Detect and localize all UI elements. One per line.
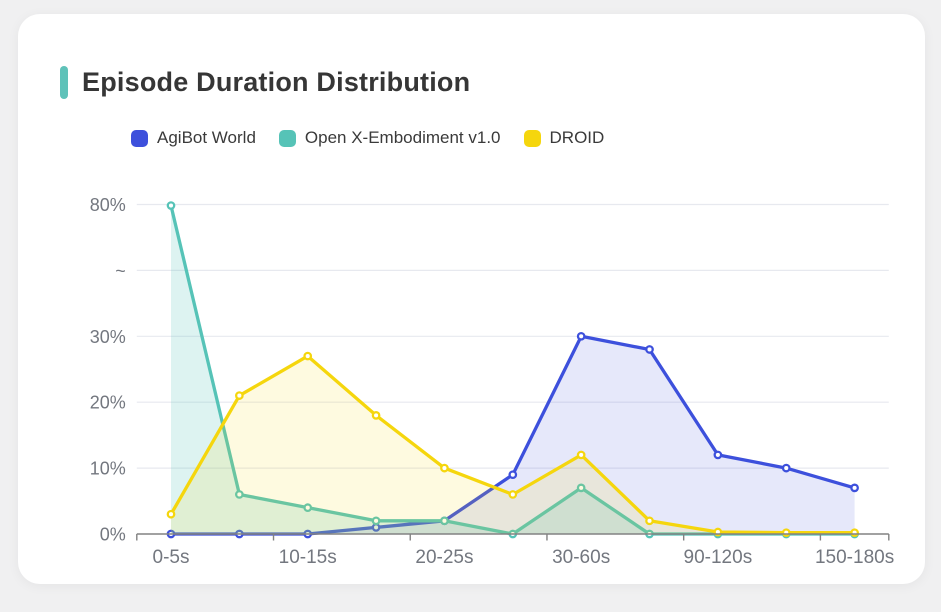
data-point-agibot-world[interactable]: [508, 470, 518, 480]
data-point-droid[interactable]: [235, 391, 244, 400]
data-point-droid[interactable]: [781, 528, 791, 538]
x-axis-label: 0-5s: [153, 547, 190, 568]
x-axis-label: 150-180s: [815, 547, 894, 568]
data-point-droid[interactable]: [303, 351, 313, 361]
series-area-droid: [171, 356, 855, 534]
data-point-open-x-embodiment-v1-0[interactable]: [235, 490, 244, 499]
chart-legend: AgiBot World Open X-Embodiment v1.0 DROI…: [131, 128, 604, 148]
legend-item-droid[interactable]: DROID: [523, 128, 605, 148]
chart-card: Episode Duration Distribution AgiBot Wor…: [18, 14, 925, 584]
legend-item-open-x-embodiment[interactable]: Open X-Embodiment v1.0: [278, 128, 501, 148]
x-axis-label: 20-25s: [415, 547, 473, 568]
title-accent-bar: [60, 66, 68, 99]
legend-swatch-icon: [523, 129, 541, 147]
x-axis-label: 10-15s: [279, 547, 337, 568]
x-axis-label: 90-120s: [684, 547, 753, 568]
series-area-open-x-embodiment-v1-0: [171, 205, 855, 534]
episode-duration-chart: 0% 10% 20% 30% ~80% 0-5s 10-15s 20-25s 30-60s 90-…: [90, 195, 894, 568]
y-axis-label: 20%: [90, 393, 126, 413]
data-point-droid[interactable]: [645, 516, 654, 526]
data-point-open-x-embodiment-v1-0[interactable]: [303, 503, 313, 512]
data-point-open-x-embodiment-v1-0[interactable]: [166, 201, 176, 210]
y-axis-label: 10%: [90, 459, 126, 479]
data-point-droid[interactable]: [371, 411, 381, 420]
data-point-droid[interactable]: [166, 509, 176, 519]
y-axis-label: 80%: [90, 195, 126, 215]
data-point-agibot-world[interactable]: [645, 345, 654, 354]
y-axis-label: 0%: [100, 525, 126, 545]
data-point-droid[interactable]: [508, 490, 518, 499]
legend-item-agibot-world[interactable]: AgiBot World: [131, 128, 256, 148]
data-point-droid[interactable]: [576, 450, 586, 460]
title-row: Episode Duration Distribution: [60, 66, 470, 99]
legend-label: Open X-Embodiment v1.0: [304, 128, 501, 147]
data-point-open-x-embodiment-v1-0[interactable]: [371, 516, 381, 526]
series-area-agibot-world: [171, 336, 855, 534]
legend-swatch-icon: [278, 129, 296, 147]
data-point-agibot-world[interactable]: [713, 450, 723, 460]
x-axis-label: 30-60s: [552, 547, 610, 568]
data-point-agibot-world[interactable]: [576, 331, 586, 341]
data-point-agibot-world[interactable]: [781, 463, 791, 473]
data-point-agibot-world[interactable]: [850, 483, 859, 493]
data-point-open-x-embodiment-v1-0[interactable]: [576, 483, 586, 493]
legend-label: AgiBot World: [157, 128, 256, 147]
y-axis-label: 30%: [90, 327, 126, 347]
data-point-droid[interactable]: [440, 463, 449, 473]
y-axis-label: ~: [115, 261, 126, 281]
legend-swatch-icon: [131, 129, 148, 147]
legend-label: DROID: [549, 128, 605, 147]
page-title: Episode Duration Distribution: [82, 67, 471, 97]
data-point-droid[interactable]: [850, 528, 859, 538]
data-point-open-x-embodiment-v1-0[interactable]: [440, 516, 449, 526]
